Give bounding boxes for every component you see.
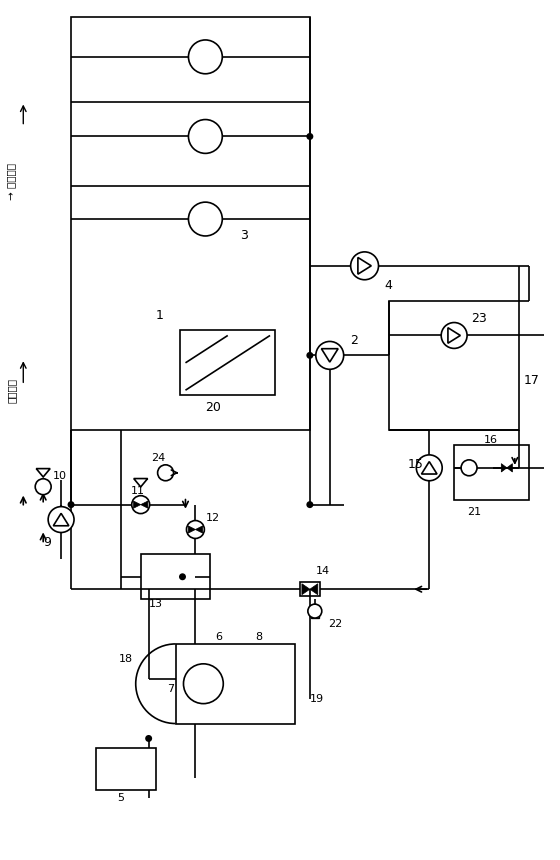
Bar [71,17,310,430]
Circle shape [48,507,74,532]
Circle shape [308,604,322,618]
Text: 19: 19 [310,694,324,703]
Circle shape [461,460,477,476]
Polygon shape [195,526,203,533]
Polygon shape [358,257,371,274]
Bar [454,445,529,500]
Bar [175,644,295,723]
Circle shape [35,479,51,494]
Circle shape [68,501,74,508]
Polygon shape [134,478,148,487]
Text: 8: 8 [255,632,262,642]
Text: 22: 22 [328,619,342,629]
Polygon shape [448,328,460,343]
Bar [141,555,211,599]
Circle shape [306,501,314,508]
Polygon shape [302,584,310,594]
Circle shape [189,202,222,236]
Text: 15: 15 [407,458,423,471]
Text: 16: 16 [484,435,498,445]
Bar [389,301,519,430]
Polygon shape [188,526,195,533]
Circle shape [145,735,152,742]
Text: 24: 24 [151,453,165,463]
Circle shape [416,455,442,481]
Text: 7: 7 [167,684,175,694]
Text: 20: 20 [206,401,221,414]
Circle shape [189,40,222,74]
Circle shape [186,520,204,538]
Text: 1: 1 [156,309,164,322]
Bar [180,330,275,396]
Polygon shape [422,462,437,474]
Circle shape [441,322,467,348]
Text: 18: 18 [119,654,133,664]
Circle shape [179,574,186,580]
Polygon shape [53,513,69,525]
Circle shape [351,252,379,280]
Text: 9: 9 [43,536,51,549]
Circle shape [132,495,150,513]
Text: 6: 6 [216,632,222,642]
Bar [96,748,156,790]
Polygon shape [36,469,50,477]
Bar [300,582,320,596]
Text: 11: 11 [130,486,144,495]
Polygon shape [133,501,141,508]
Text: 2: 2 [349,334,357,347]
Circle shape [184,664,223,703]
Circle shape [157,464,174,481]
Bar [311,611,319,618]
Polygon shape [310,584,318,594]
Polygon shape [501,464,507,472]
Text: 21: 21 [467,507,481,517]
Polygon shape [321,348,338,362]
Text: 13: 13 [148,599,162,609]
Text: 5: 5 [117,793,124,803]
Circle shape [306,352,314,359]
Polygon shape [141,501,148,508]
Text: 17: 17 [524,374,540,387]
Polygon shape [507,464,512,472]
Text: 14: 14 [316,566,330,576]
Circle shape [316,341,344,369]
Text: 10: 10 [53,470,67,481]
Circle shape [306,133,314,140]
Text: 12: 12 [206,513,220,523]
Text: 23: 23 [471,312,487,325]
Circle shape [189,120,222,153]
Text: 蓄热系统: 蓄热系统 [6,378,16,402]
Text: 3: 3 [240,230,248,243]
Text: → 热源系统: → 热源系统 [6,163,16,200]
Text: 4: 4 [385,280,393,292]
